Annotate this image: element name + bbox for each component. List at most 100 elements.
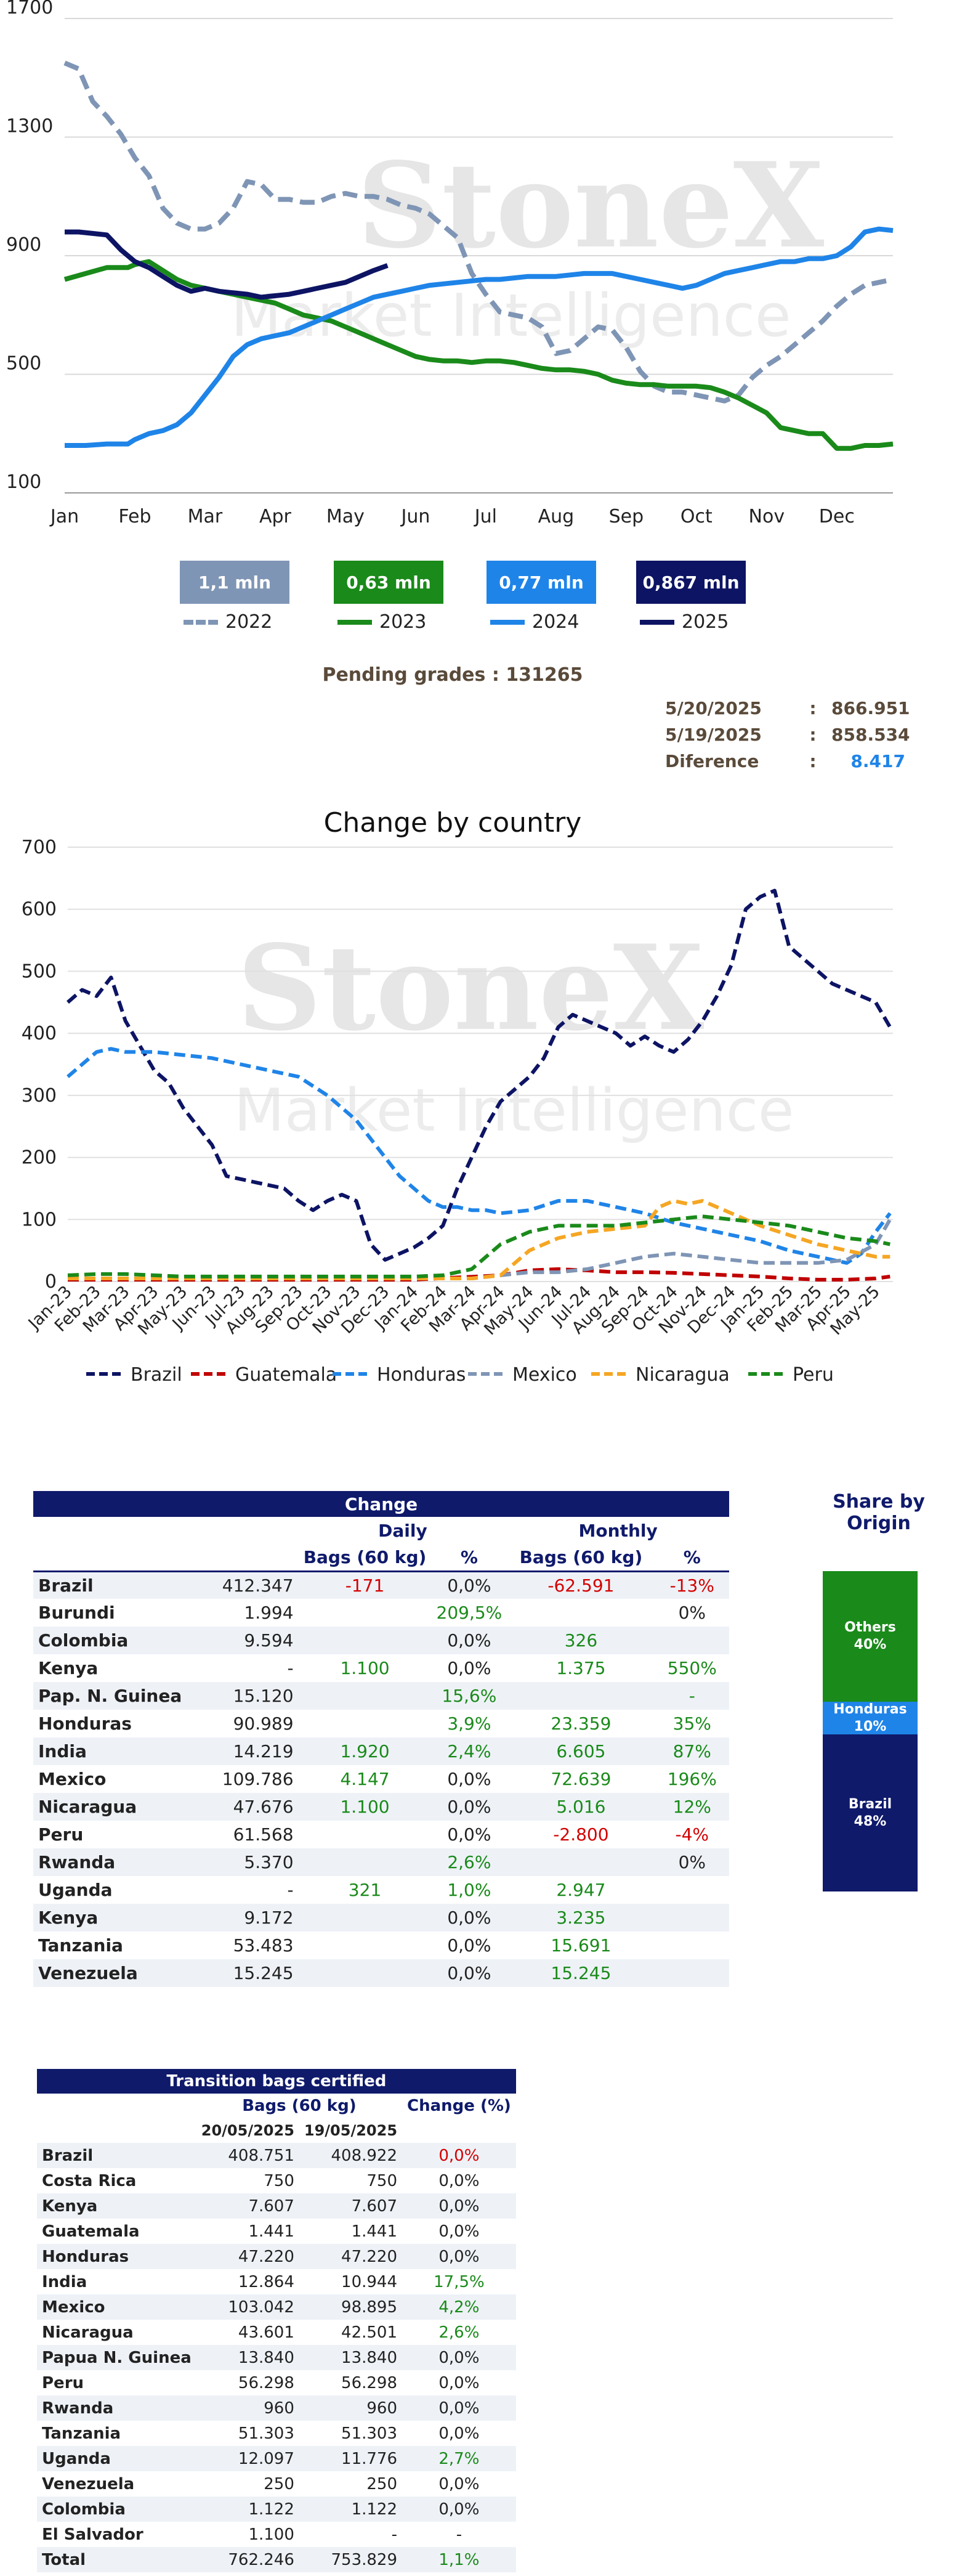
table-cell: 0,0% (438, 2146, 480, 2165)
table-cell: 1.122 (351, 2500, 398, 2519)
table-cell: 1.100 (340, 1658, 390, 1678)
table-cell: 1.375 (556, 1658, 606, 1678)
x-tick-label: Dec (819, 506, 855, 527)
legend-item-2025: 2025 (640, 611, 729, 633)
table-cell: 15.245 (551, 1963, 612, 1983)
series-line-Mexico (68, 1218, 892, 1280)
table-cell: - (688, 1686, 695, 1706)
series-line-2025 (65, 229, 389, 300)
table-cell: 1.122 (248, 2500, 294, 2519)
legend-label: 2025 (682, 611, 729, 633)
country-chart-title: Change by country (323, 807, 582, 839)
table-cell: 250 (264, 2474, 294, 2493)
table-cell: Tanzania (42, 2424, 121, 2443)
table-cell: Venezuela (38, 1963, 138, 1983)
table-cell: 321 (348, 1880, 382, 1900)
table-cell: Kenya (38, 1658, 99, 1678)
share-pct: 40% (854, 1637, 887, 1652)
table-cell: Papua N. Guinea (42, 2348, 192, 2367)
legend-item-Honduras: Honduras (333, 1364, 466, 1386)
table-cell: 15.120 (233, 1686, 294, 1706)
x-tick-label: Nov (749, 506, 785, 527)
table-cell: 0,0% (447, 1963, 491, 1983)
table-cell: 103.042 (228, 2298, 294, 2317)
table-cell: Pap. N. Guinea (38, 1686, 182, 1706)
legend-label: Honduras (377, 1364, 466, 1386)
table-cell: Colombia (42, 2500, 126, 2519)
table-cell: - (287, 1880, 294, 1900)
table-cell (299, 1848, 432, 1876)
table-cell: Burundi (38, 1603, 115, 1623)
legend-item-2023: 2023 (337, 611, 426, 633)
daily-header: Daily (378, 1520, 427, 1541)
table-cell: 196% (667, 1769, 717, 1789)
diff-cell: 8.417 (850, 751, 905, 771)
table-row: Brazil 412.347 -171 0,0% -62.591 -13% (33, 1571, 729, 1599)
table-row: Colombia 1.122 1.122 0,0% (37, 2497, 516, 2522)
table-cell (655, 1876, 729, 1904)
legend-swatch (337, 619, 372, 625)
x-tick-label: Jul (474, 506, 497, 527)
table-row: Rwanda 960 960 0,0% (37, 2395, 516, 2421)
series-line-Nicaragua (68, 1199, 890, 1280)
table-cell: 326 (564, 1630, 598, 1651)
x-tick-label: May (326, 506, 365, 527)
y-tick-label: 900 (6, 234, 41, 256)
table-cell: 4,2% (438, 2298, 480, 2317)
table-cell: 1,0% (447, 1880, 491, 1900)
table-cell: 9.594 (244, 1630, 294, 1651)
table-cell: 12.097 (238, 2449, 294, 2468)
diff-row: Diference: 8.417 (665, 748, 905, 774)
table-row: Kenya 7.607 7.607 0,0% (37, 2193, 516, 2219)
monthly-pct-header: % (683, 1546, 701, 1567)
legend-swatch (640, 619, 674, 625)
transition-change-header: Change (%) (407, 2097, 511, 2115)
table-cell (299, 1932, 432, 1959)
table-row: Kenya 9.172 0,0% 3.235 (33, 1904, 729, 1932)
x-tick-label: Aug (538, 506, 575, 527)
legend-item-2024: 2024 (490, 611, 579, 633)
table-cell: 1.100 (340, 1797, 390, 1817)
table-cell (655, 1959, 729, 1987)
share-segment-brazil: Brazil 48% (823, 1734, 918, 1891)
legend-label: Brazil (131, 1364, 182, 1386)
table-row: India 12.864 10.944 17,5% (37, 2269, 516, 2294)
table-row: Peru 56.298 56.298 0,0% (37, 2370, 516, 2395)
table-cell: Tanzania (38, 1935, 123, 1956)
table-cell: Colombia (38, 1630, 129, 1651)
watermark-brand: StoneX (357, 137, 825, 274)
table-cell: 0,0% (438, 2500, 480, 2519)
table-row: Costa Rica 750 750 0,0% (37, 2168, 516, 2193)
diff-cell: 5/19/2025 (665, 725, 762, 745)
table-cell (299, 1821, 432, 1848)
legend-item-Brazil: Brazil (86, 1364, 182, 1386)
y-tick-label: 100 (6, 471, 41, 493)
table-cell: Brazil (42, 2146, 94, 2165)
table-cell: 47.220 (238, 2247, 294, 2266)
diff-cell: 866.951 (831, 698, 910, 718)
table-cell: 0,0% (438, 2474, 480, 2493)
table-cell: 960 (264, 2399, 294, 2418)
table-cell: 209,5% (436, 1603, 503, 1623)
table-cell: Rwanda (38, 1852, 116, 1872)
table-cell: 0,0% (447, 1935, 491, 1956)
table-cell: - (391, 2525, 398, 2544)
table-cell: 12.864 (238, 2272, 294, 2291)
x-tick-label: Apr (259, 506, 292, 527)
y-tick-label: 200 (22, 1147, 57, 1169)
table-cell: 1.441 (248, 2222, 294, 2241)
diff-cell: 5/20/2025 (665, 698, 762, 718)
table-cell: Costa Rica (42, 2171, 137, 2190)
table-cell: 0,0% (447, 1824, 491, 1845)
table-cell: -4% (675, 1824, 709, 1845)
daily-pct-header: % (460, 1546, 478, 1567)
table-row: Mexico 103.042 98.895 4,2% (37, 2294, 516, 2320)
legend-label: 2023 (379, 611, 427, 633)
table-cell: -2.800 (553, 1824, 609, 1845)
table-cell: 9.172 (244, 1908, 294, 1928)
table-cell: 762.246 (228, 2550, 294, 2569)
y-tick-label: 700 (22, 838, 57, 858)
monthly-header: Monthly (578, 1520, 658, 1541)
table-cell: 0,0% (438, 2424, 480, 2443)
table-cell: 56.298 (341, 2373, 398, 2392)
